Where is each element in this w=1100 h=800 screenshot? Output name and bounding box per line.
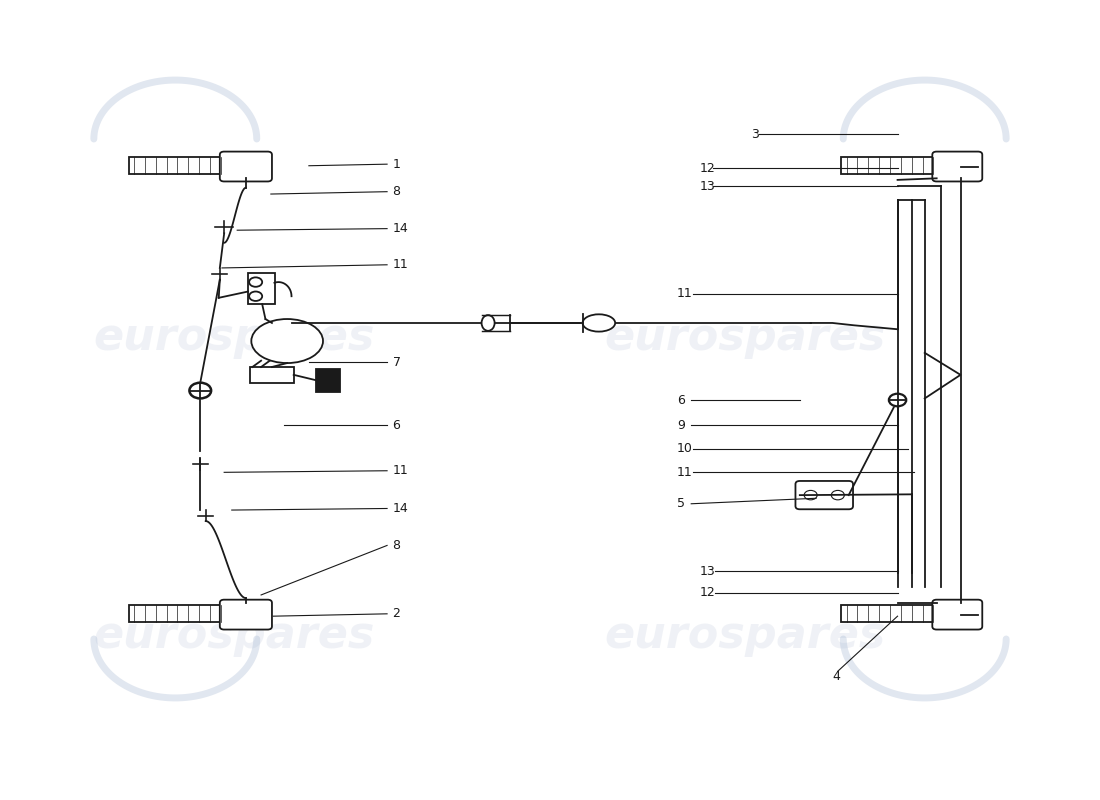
- Bar: [249, 273, 275, 304]
- Circle shape: [189, 382, 211, 398]
- FancyBboxPatch shape: [220, 151, 272, 182]
- Bar: [250, 367, 294, 382]
- Bar: [129, 157, 227, 174]
- Text: 3: 3: [751, 128, 759, 141]
- Text: 9: 9: [678, 418, 685, 432]
- Text: 2: 2: [393, 607, 400, 620]
- Text: 14: 14: [393, 502, 408, 515]
- Bar: [842, 157, 938, 174]
- Text: 11: 11: [393, 464, 408, 478]
- Text: 8: 8: [393, 539, 400, 552]
- Ellipse shape: [583, 314, 615, 332]
- Text: 6: 6: [393, 418, 400, 432]
- Text: eurospares: eurospares: [604, 614, 886, 658]
- Text: 4: 4: [833, 670, 840, 683]
- Text: 12: 12: [700, 162, 716, 174]
- Bar: [842, 605, 938, 622]
- Text: 13: 13: [700, 180, 716, 193]
- Text: 11: 11: [678, 466, 693, 479]
- Bar: [129, 605, 227, 622]
- Text: 7: 7: [393, 356, 400, 369]
- FancyBboxPatch shape: [795, 481, 852, 510]
- Text: 11: 11: [393, 258, 408, 271]
- Text: 10: 10: [678, 442, 693, 455]
- FancyBboxPatch shape: [933, 151, 982, 182]
- Text: 6: 6: [678, 394, 685, 406]
- Text: eurospares: eurospares: [94, 316, 375, 358]
- Ellipse shape: [482, 315, 495, 331]
- FancyBboxPatch shape: [933, 600, 982, 630]
- Text: 1: 1: [393, 158, 400, 170]
- Text: eurospares: eurospares: [604, 316, 886, 358]
- Text: eurospares: eurospares: [94, 614, 375, 658]
- Text: 8: 8: [393, 185, 400, 198]
- FancyBboxPatch shape: [220, 600, 272, 630]
- Text: 5: 5: [678, 498, 685, 510]
- Text: 14: 14: [393, 222, 408, 235]
- Ellipse shape: [251, 319, 323, 363]
- Text: 13: 13: [700, 565, 716, 578]
- Bar: [317, 369, 340, 392]
- Text: 12: 12: [700, 586, 716, 599]
- Text: 11: 11: [678, 287, 693, 300]
- Circle shape: [889, 394, 906, 406]
